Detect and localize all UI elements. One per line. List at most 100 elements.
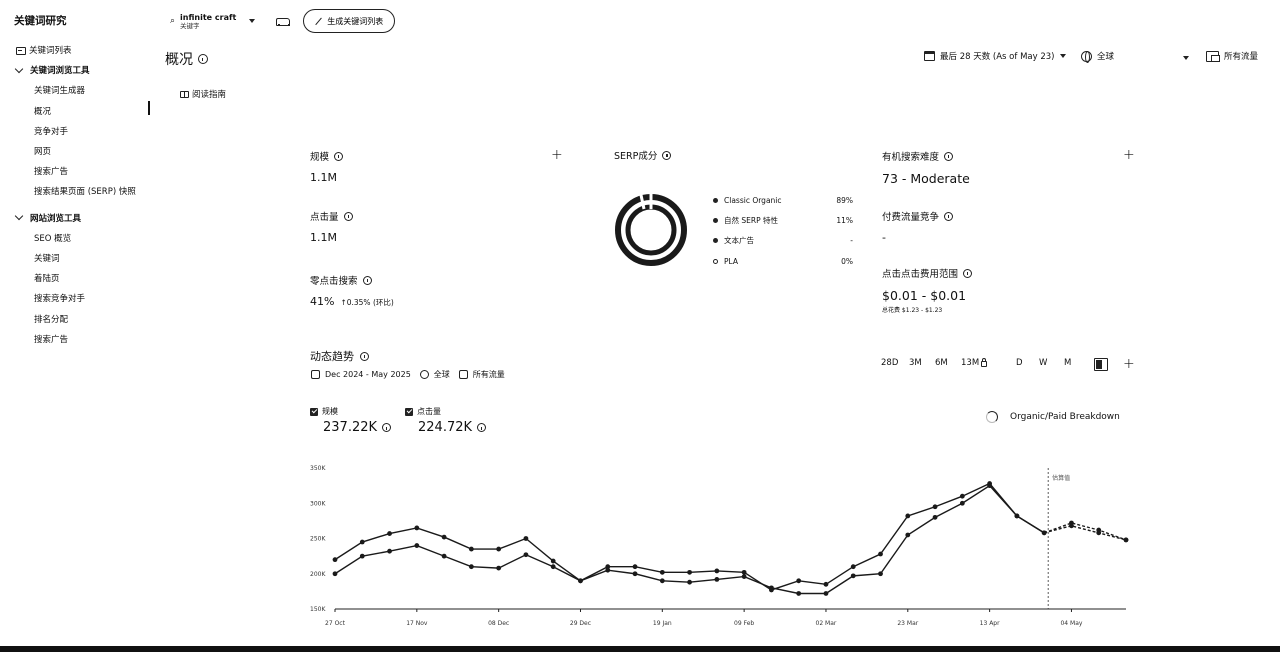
- caret-down-icon[interactable]: [1183, 56, 1189, 60]
- add-icon[interactable]: +: [1123, 147, 1135, 163]
- info-icon[interactable]: [198, 54, 208, 64]
- info-icon[interactable]: [360, 351, 369, 361]
- y-tick-label: 250K: [310, 536, 326, 543]
- metric-value: 1.1M: [310, 231, 337, 244]
- breakdown-label: Organic/Paid Breakdown: [1010, 412, 1120, 422]
- metric-value: -: [882, 231, 886, 244]
- data-point: [959, 500, 965, 506]
- add-icon[interactable]: +: [551, 147, 563, 163]
- date-filter[interactable]: 最后 28 天数 (As of May 23): [924, 50, 1066, 62]
- organic-paid-breakdown-toggle[interactable]: Organic/Paid Breakdown: [986, 411, 1120, 423]
- sidebar-item-landing-pages[interactable]: 着陆页: [34, 274, 60, 285]
- tab-3m[interactable]: 3M: [909, 358, 922, 368]
- legend-label: Classic Organic: [724, 195, 782, 205]
- trend-region: 全球: [433, 370, 450, 379]
- data-point: [550, 558, 556, 564]
- sidebar-item-search-competitors[interactable]: 搜索竞争对手: [34, 294, 86, 305]
- data-point: [796, 591, 802, 596]
- add-icon[interactable]: +: [1123, 356, 1135, 372]
- legend-value: 89%: [836, 195, 853, 205]
- traffic-filter[interactable]: 所有流量: [1206, 50, 1258, 62]
- legend-value: -: [850, 236, 853, 246]
- data-point: [1123, 537, 1129, 543]
- traffic-filter-label: 所有流量: [1224, 52, 1259, 62]
- sidebar-item-keyword-list[interactable]: 关键词列表: [0, 40, 150, 60]
- sidebar-item-search-ads-2[interactable]: 搜索广告: [34, 334, 69, 345]
- data-point: [332, 571, 338, 577]
- info-icon[interactable]: [662, 150, 672, 160]
- region-filter-label: 全球: [1097, 52, 1115, 62]
- sidebar-item-serp-snapshot[interactable]: 搜索结果页面 (SERP) 快照: [34, 187, 136, 198]
- legend-item: 文本广告 -: [713, 231, 853, 251]
- metric-value: 1.1M: [310, 171, 337, 184]
- sidebar-group-label: 关键词浏览工具: [30, 66, 90, 77]
- data-point: [523, 552, 529, 558]
- trend-title: 动态趋势: [310, 348, 369, 364]
- info-icon[interactable]: [944, 151, 954, 161]
- tab-28d[interactable]: 28D: [881, 358, 899, 368]
- info-icon[interactable]: [963, 268, 973, 278]
- metric-label: 点击点击费用范围: [882, 269, 959, 280]
- data-point: [496, 565, 502, 571]
- sidebar-item-search-ads[interactable]: 搜索广告: [34, 167, 69, 178]
- trend-line-chart: 150K 200K 250K 300K 350K 27 Oct 17 Nov 08 Dec 29…: [310, 465, 1129, 627]
- x-tick-label: 08 Dec: [488, 620, 509, 627]
- screen-bottom-edge: [0, 646, 1280, 652]
- metric-delta: ↑0.35% (环比): [340, 298, 394, 307]
- donut-inner-ring: [625, 204, 677, 256]
- info-icon[interactable]: [343, 211, 353, 221]
- info-icon[interactable]: [477, 423, 487, 432]
- tab-6m[interactable]: 6M: [935, 358, 948, 368]
- data-point: [959, 493, 965, 499]
- data-point: [578, 578, 583, 584]
- data-point: [714, 576, 720, 582]
- data-point: [659, 569, 665, 575]
- data-point: [905, 513, 911, 519]
- sidebar-item-overview[interactable]: 概况: [34, 106, 52, 117]
- reading-guide-link[interactable]: 阅读指南: [180, 88, 226, 100]
- sidebar-group-keyword-tools[interactable]: 关键词浏览工具: [0, 60, 150, 80]
- sidebar-group-site-tools[interactable]: 网站浏览工具: [0, 208, 150, 228]
- info-icon[interactable]: [944, 211, 954, 221]
- checkbox-checked-icon[interactable]: [405, 407, 413, 416]
- series-toggle-volume[interactable]: 规模 237.22K: [310, 406, 392, 435]
- checkbox-checked-icon[interactable]: [310, 407, 318, 416]
- x-tick-label: 17 Nov: [406, 620, 428, 627]
- tab-week[interactable]: W: [1039, 358, 1048, 368]
- sidebar-item-seo-overview[interactable]: SEO 概览: [34, 233, 72, 244]
- info-icon[interactable]: [334, 151, 344, 161]
- info-icon[interactable]: [382, 423, 392, 432]
- data-point: [741, 574, 747, 579]
- info-icon[interactable]: [362, 275, 372, 285]
- sidebar-item-keyword-generator[interactable]: 关键词生成器: [34, 86, 86, 97]
- range-tabs: 28D 3M 6M 13M D W M +: [880, 357, 1135, 372]
- sidebar-item-keywords[interactable]: 关键词: [34, 253, 60, 264]
- metric-difficulty: 有机搜索难度 73 - Moderate: [882, 149, 970, 186]
- tab-month[interactable]: M: [1064, 358, 1072, 368]
- project-selector[interactable]: ⌕ infinite craft 关键字: [170, 13, 256, 30]
- car-icon[interactable]: [275, 16, 291, 27]
- data-point: [850, 564, 856, 570]
- legend-label: 文本广告: [724, 236, 754, 246]
- sidebar-item-pages[interactable]: 网页: [34, 147, 52, 158]
- tab-13m[interactable]: 13M: [961, 358, 988, 368]
- data-point: [796, 578, 802, 584]
- data-point: [1069, 523, 1074, 529]
- tab-day[interactable]: D: [1016, 358, 1023, 368]
- chevron-down-icon: [14, 64, 24, 74]
- sidebar-item-ranking-distribution[interactable]: 排名分配: [34, 314, 69, 325]
- series-value: 224.72K: [418, 420, 473, 435]
- generate-keyword-list-button[interactable]: 生成关键词列表: [303, 9, 396, 33]
- excel-export-icon[interactable]: [1094, 358, 1108, 371]
- y-tick-label: 150K: [310, 606, 326, 613]
- lock-icon: [981, 358, 988, 367]
- date-filter-label: 最后 28 天数 (As of May 23): [940, 52, 1055, 62]
- sidebar-item-competitors[interactable]: 竞争对手: [34, 126, 69, 137]
- region-filter[interactable]: 全球: [1081, 50, 1115, 63]
- data-point: [387, 531, 392, 536]
- metric-zero-click: 零点击搜索 41% ↑0.35% (环比): [310, 273, 394, 308]
- series-toggle-clicks[interactable]: 点击量 224.72K: [405, 406, 487, 435]
- legend-dot: [713, 197, 718, 203]
- metric-label: 点击量: [310, 212, 339, 223]
- data-point: [932, 504, 938, 510]
